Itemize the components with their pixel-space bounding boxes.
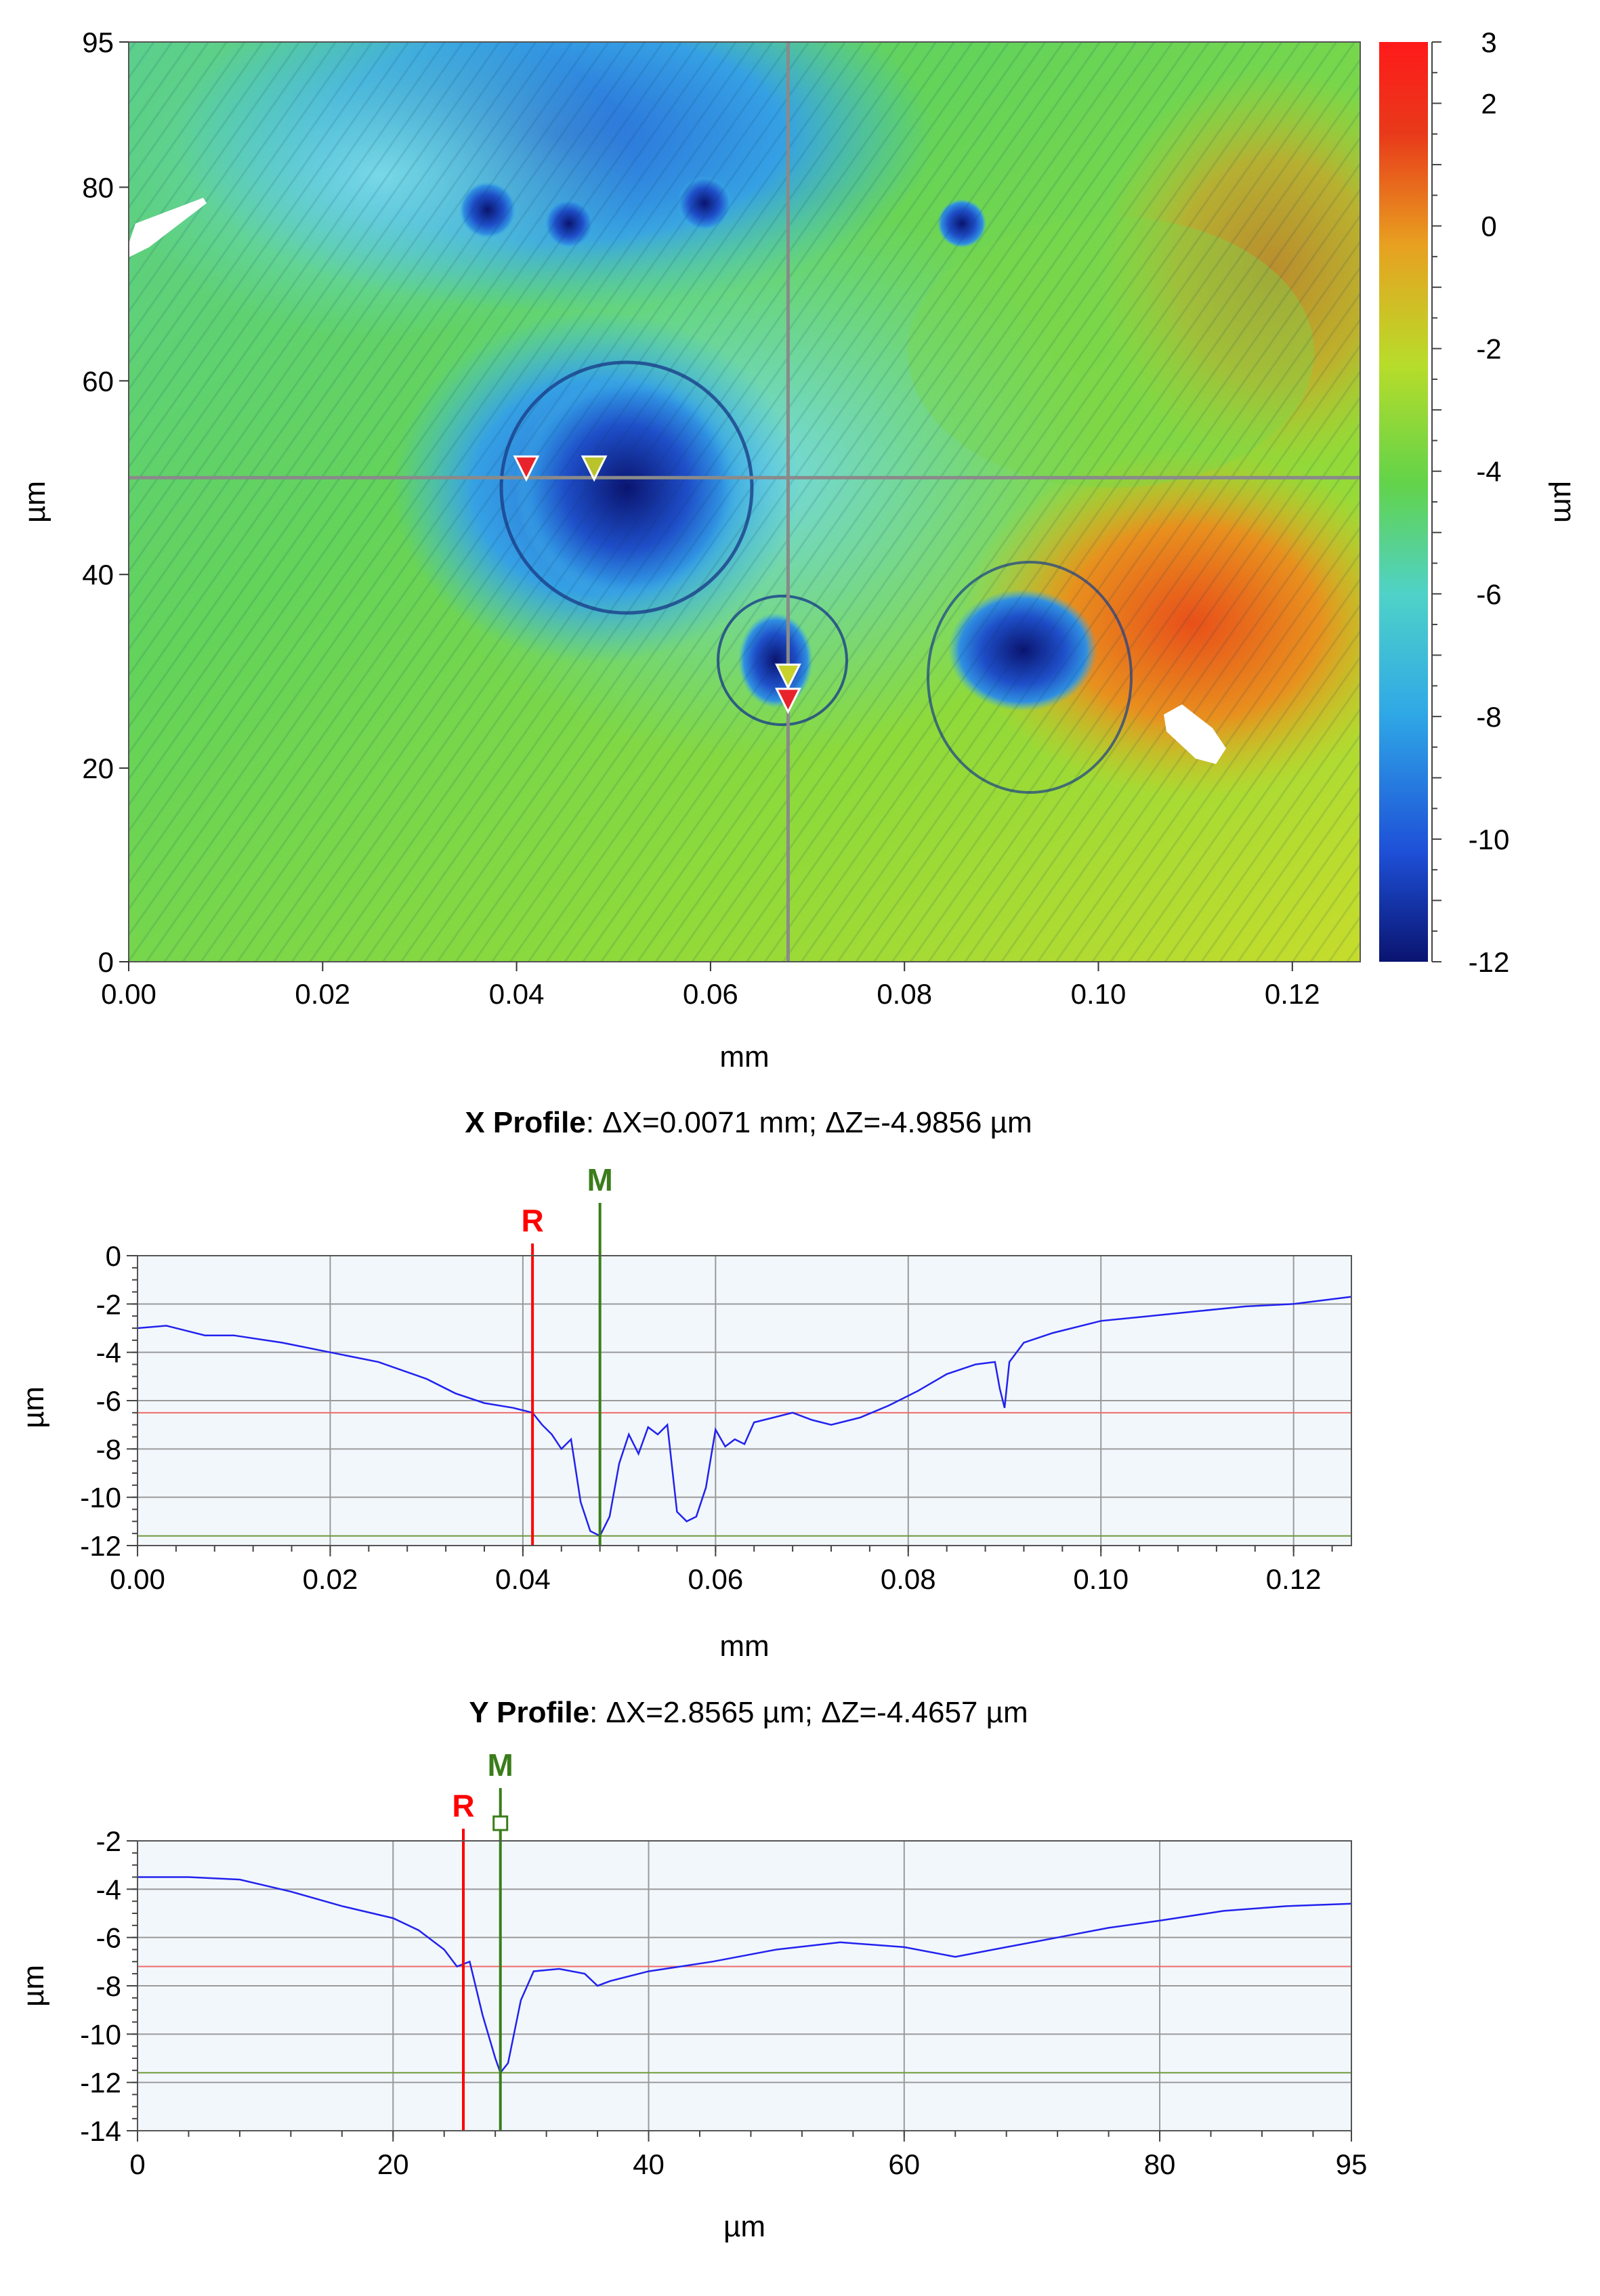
y-profile-y-tick-label: -14 [80,2115,121,2147]
x-profile-y-tick-label: -2 [96,1288,121,1320]
y-profile-x-tick-label: 60 [888,2148,920,2180]
x-profile-x-tick-label: 0.04 [495,1563,551,1595]
y-profile-chart: Y Profile: ΔX=2.8565 µm; ΔZ=-4.4657 µm R… [17,1696,1367,2243]
map-y-tick-label: 20 [82,752,114,784]
map-y-axis: 0 20 40 60 80 95 [82,26,129,978]
x-profile-y-tick-label: 0 [106,1240,121,1272]
x-profile-y-tick-label: -4 [96,1337,121,1369]
x-profile-x-tick-label: 0.12 [1266,1563,1322,1595]
map-y-tick-label: 60 [82,365,114,397]
colorbar-tick-label: 2 [1481,88,1496,120]
map-y-tick-label: 0 [98,946,114,978]
map-x-axis: 0.00 0.02 0.04 0.06 0.08 0.10 0.12 [101,962,1320,1010]
x-profile-title-values: : ΔX=0.0071 mm; ΔZ=-4.9856 µm [586,1106,1032,1139]
y-profile-y-tick-label: -4 [96,1873,121,1905]
measure-marker-M[interactable] [774,663,801,690]
colorbar-tick-label: -2 [1476,333,1501,365]
x-profile-x-tick-label: 0.02 [303,1563,358,1595]
x-profile-title: X Profile: ΔX=0.0071 mm; ΔZ=-4.9856 µm [465,1106,1032,1139]
x-profile-cursor-R-label: R [521,1203,543,1238]
map-x-tick-label: 0.00 [101,978,156,1010]
map-y-tick-label: 80 [82,171,114,203]
colorbar-tick-label: 3 [1481,26,1496,58]
y-profile-y-tick-label: -10 [80,2018,121,2050]
surface-heatmap: 0.00 0.02 0.04 0.06 0.08 0.10 0.12 02040608095… [18,26,1581,1073]
map-x-tick-label: 0.12 [1265,978,1320,1010]
y-profile-title-values: : ΔX=2.8565 µm; ΔZ=-4.4657 µm [589,1696,1028,1729]
x-profile-profile-line [137,1296,1352,1537]
x-profile-y-tick-label: -12 [80,1530,121,1562]
y-profile-y-tick-label: -2 [96,1825,121,1857]
reference-marker-R[interactable] [774,687,801,715]
x-profile-y-label: µm [17,1386,50,1428]
y-profile-x-label: µm [723,2210,765,2243]
x-profile-x-tick-label: 0.08 [881,1563,936,1595]
y-profile-x-tick-label: 80 [1144,2148,1176,2180]
x-profile-y-tick-label: -8 [96,1433,121,1465]
y-profile-cursor-R-label: R [452,1788,474,1823]
x-profile-y-tick-label: -10 [80,1482,121,1514]
y-profile-title-bold: Y Profile [469,1696,589,1729]
y-profile-y-tick-label: -8 [96,1970,121,2002]
map-x-tick-label: 0.08 [877,978,932,1010]
map-x-tick-label: 0.10 [1071,978,1127,1010]
y-profile-y-tick-label: -12 [80,2067,121,2099]
y-profile-title: Y Profile: ΔX=2.8565 µm; ΔZ=-4.4657 µm [469,1696,1028,1729]
x-profile-x-label: mm [719,1630,769,1663]
colorbar-tick-label: 0 [1481,211,1496,242]
map-crosshair[interactable] [129,42,1360,962]
x-profile-title-bold: X Profile [465,1106,586,1139]
y-profile-cursor-M-handle[interactable] [492,1815,509,1831]
colorbar-tick-label: -4 [1476,456,1501,488]
colorbar-tick-label: -12 [1469,946,1510,978]
y-profile-x-tick-label: 0 [129,2148,145,2180]
colorbar [1379,42,1428,962]
y-profile-y-label: µm [17,1965,50,2007]
y-profile-y-tick-label: -6 [96,1922,121,1954]
height-map-image [129,42,1360,962]
y-profile-x-tick-label: 40 [633,2148,665,2180]
colorbar-label: µm [1548,481,1581,523]
x-profile-x-tick-label: 0.06 [688,1563,743,1595]
map-y-tick-label: 95 [82,26,114,58]
y-profile-x-tick-label: 95 [1336,2148,1368,2180]
colorbar-ticks: 3 2 0 -2 -4 -6 -8 -10 -12 [1431,26,1510,978]
colorbar-tick-label: -8 [1476,701,1501,733]
y-profile-cursor-M-label: M [488,1747,513,1783]
map-frame [128,41,1361,962]
colorbar-tick-label: -6 [1476,578,1501,610]
x-profile-y-tick-label: -6 [96,1385,121,1417]
map-y-tick-label: 40 [82,559,114,591]
reference-marker-R[interactable] [513,455,540,482]
measure-marker-M[interactable] [581,455,608,482]
map-x-tick-label: 0.06 [683,978,738,1010]
map-markers [513,455,801,715]
colorbar-tick-label: -10 [1469,824,1510,855]
x-profile-cursor-M-label: M [587,1162,613,1197]
x-profile-chart: X Profile: ΔX=0.0071 mm; ΔZ=-4.9856 µm R… [17,1106,1352,1663]
x-profile-x-tick-label: 0.00 [110,1563,165,1595]
x-profile-x-tick-label: 0.10 [1073,1563,1129,1595]
map-x-label: mm [719,1040,769,1073]
map-x-tick-label: 0.04 [489,978,545,1010]
map-y-label: µm [18,481,51,523]
y-profile-profile-line [138,1876,1352,2075]
map-x-tick-label: 0.02 [295,978,350,1010]
y-profile-x-tick-label: 20 [377,2148,409,2180]
